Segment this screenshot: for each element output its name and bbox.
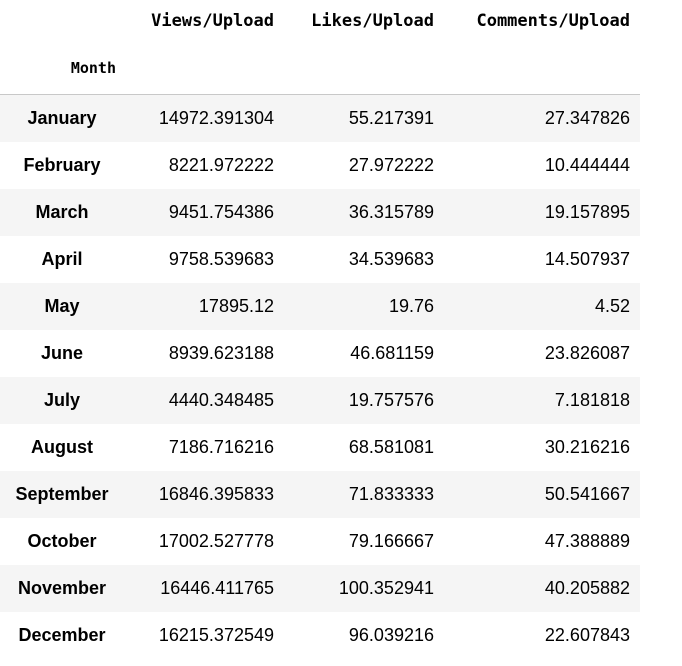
- cell-views: 7186.716216: [168, 436, 274, 457]
- row-index-month: February: [23, 154, 101, 175]
- cell-views: 16446.411765: [160, 577, 274, 598]
- row-index-month: August: [31, 436, 93, 457]
- row-index-month: September: [15, 483, 109, 504]
- row-index-month: April: [41, 248, 83, 269]
- column-header-views: Views/Upload: [151, 11, 274, 31]
- cell-likes: 55.217391: [348, 107, 434, 128]
- cell-comments: 47.388889: [544, 530, 630, 551]
- row-index-month: December: [18, 624, 106, 645]
- cell-likes: 46.681159: [350, 342, 434, 363]
- cell-views: 17002.527778: [158, 530, 274, 551]
- table-row: November 16446.411765 100.352941 40.205882: [0, 564, 640, 612]
- cell-likes: 71.833333: [348, 483, 434, 504]
- table-row: August 7186.716216 68.581081 30.216216: [0, 424, 640, 471]
- row-index-month: March: [35, 201, 89, 222]
- table-row: May 17895.12 19.76 4.52: [0, 282, 640, 330]
- table-row: September 16846.395833 71.833333 50.541667: [0, 470, 640, 518]
- table-row: January 14972.391304 55.217391 27.347826: [0, 94, 640, 142]
- cell-comments: 19.157895: [544, 201, 630, 222]
- dataframe-table: Views/Upload Likes/Upload Comments/Uploa…: [0, 0, 640, 659]
- cell-views: 4440.348485: [168, 389, 274, 410]
- cell-likes: 79.166667: [348, 530, 434, 551]
- cell-views: 9758.539683: [168, 248, 274, 269]
- cell-views: 8939.623188: [168, 342, 274, 363]
- cell-comments: 40.205882: [544, 577, 630, 598]
- cell-comments: 23.826087: [544, 342, 630, 363]
- cell-comments: 4.52: [594, 295, 630, 316]
- table-row: October 17002.527778 79.166667 47.388889: [0, 518, 640, 565]
- row-index-month: October: [27, 530, 97, 551]
- cell-likes: 27.972222: [348, 154, 434, 175]
- cell-views: 8221.972222: [168, 154, 274, 175]
- table-row: March 9451.754386 36.315789 19.157895: [0, 188, 640, 236]
- cell-likes: 68.581081: [348, 436, 434, 457]
- empty-cell: [284, 42, 444, 95]
- cell-comments: 7.181818: [554, 389, 630, 410]
- column-header-row: Views/Upload Likes/Upload Comments/Uploa…: [0, 0, 640, 42]
- table-header: Views/Upload Likes/Upload Comments/Uploa…: [0, 0, 640, 95]
- column-header-likes: Likes/Upload: [311, 11, 434, 31]
- index-name-label: Month: [0, 42, 124, 95]
- cell-comments: 30.216216: [544, 436, 630, 457]
- table-body: January 14972.391304 55.217391 27.347826 Feb…: [0, 94, 640, 659]
- cell-views: 16215.372549: [158, 624, 274, 645]
- row-index-month: November: [17, 577, 107, 598]
- row-index-month: June: [40, 342, 83, 363]
- row-index-month: July: [43, 389, 81, 410]
- empty-cell: [124, 42, 284, 95]
- cell-views: 14972.391304: [158, 107, 274, 128]
- row-index-month: May: [44, 295, 80, 316]
- cell-likes: 19.76: [388, 295, 434, 316]
- cell-likes: 100.352941: [338, 577, 434, 598]
- cell-comments: 27.347826: [544, 107, 630, 128]
- cell-comments: 14.507937: [544, 248, 630, 269]
- table-row: July 4440.348485 19.757576 7.181818: [0, 376, 640, 424]
- index-name-row: Month: [0, 42, 640, 95]
- cell-likes: 34.539683: [348, 248, 434, 269]
- table-row: February 8221.972222 27.972222 10.444444: [0, 142, 640, 189]
- empty-cell: [444, 42, 640, 95]
- cell-views: 16846.395833: [158, 483, 274, 504]
- cell-likes: 19.757576: [348, 389, 434, 410]
- cell-comments: 22.607843: [544, 624, 630, 645]
- cell-likes: 96.039216: [348, 624, 434, 645]
- header-corner-cell: [0, 0, 124, 42]
- table-row: June 8939.623188 46.681159 23.826087: [0, 330, 640, 377]
- cell-likes: 36.315789: [348, 201, 434, 222]
- row-index-month: January: [27, 107, 97, 128]
- cell-comments: 10.444444: [544, 154, 630, 175]
- table-row: April 9758.539683 34.539683 14.507937: [0, 236, 640, 283]
- cell-views: 9451.754386: [168, 201, 274, 222]
- table-row: December 16215.372549 96.039216 22.607843: [0, 612, 640, 659]
- cell-comments: 50.541667: [544, 483, 630, 504]
- column-header-comments: Comments/Upload: [476, 11, 630, 31]
- cell-views: 17895.12: [198, 295, 274, 316]
